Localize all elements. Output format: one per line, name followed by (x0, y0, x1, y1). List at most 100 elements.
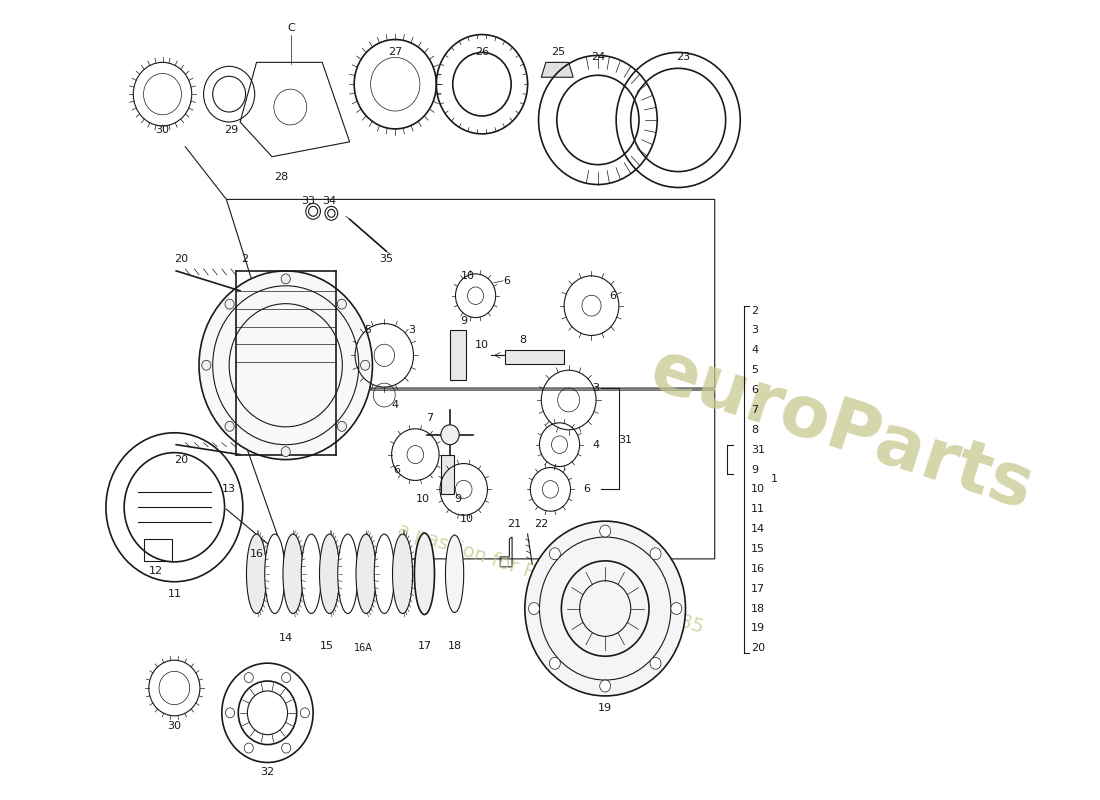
Circle shape (600, 680, 610, 692)
Text: 34: 34 (322, 196, 337, 206)
Bar (450, 330, 466, 380)
Text: 7: 7 (751, 405, 758, 415)
Text: 17: 17 (417, 642, 431, 651)
Ellipse shape (301, 534, 321, 614)
Ellipse shape (446, 535, 464, 613)
Text: 10: 10 (461, 271, 475, 281)
Bar (441, 454, 453, 494)
Text: 24: 24 (591, 52, 605, 62)
Ellipse shape (356, 534, 376, 614)
Text: 18: 18 (448, 642, 462, 651)
Circle shape (226, 299, 234, 309)
Text: 6: 6 (609, 290, 616, 301)
Text: a passion for Porsche since 1985: a passion for Porsche since 1985 (395, 520, 706, 638)
Text: 19: 19 (598, 703, 613, 713)
Text: 17: 17 (751, 584, 766, 594)
Text: 11: 11 (167, 589, 182, 598)
Ellipse shape (265, 534, 285, 614)
Text: 23: 23 (675, 52, 690, 62)
Text: 10: 10 (460, 514, 473, 524)
Text: 6: 6 (394, 465, 400, 474)
Text: 16: 16 (751, 564, 766, 574)
Text: 26: 26 (475, 47, 490, 58)
Ellipse shape (319, 534, 340, 614)
Circle shape (671, 602, 682, 614)
Circle shape (600, 525, 610, 537)
Text: 4: 4 (392, 400, 399, 410)
Circle shape (338, 422, 346, 431)
Text: 19: 19 (751, 623, 766, 634)
Text: 31: 31 (618, 434, 632, 445)
Text: 3: 3 (408, 326, 415, 335)
Circle shape (650, 658, 661, 670)
Text: 9: 9 (460, 315, 467, 326)
Circle shape (282, 274, 290, 284)
Text: 4: 4 (751, 346, 758, 355)
Bar (505, 350, 564, 364)
Text: 9: 9 (751, 465, 758, 474)
Circle shape (282, 446, 290, 457)
Text: 10: 10 (475, 340, 490, 350)
Text: 20: 20 (751, 643, 766, 654)
Text: 6: 6 (503, 276, 510, 286)
Text: 25: 25 (551, 47, 564, 58)
Circle shape (549, 548, 560, 560)
Text: 14: 14 (278, 634, 293, 643)
Circle shape (528, 602, 539, 614)
Ellipse shape (415, 533, 434, 614)
Text: 16A: 16A (354, 643, 373, 654)
Text: 3: 3 (751, 326, 758, 335)
Text: 8: 8 (519, 335, 527, 346)
Text: 30: 30 (155, 125, 169, 135)
Text: 6: 6 (583, 484, 591, 494)
Text: 12: 12 (150, 566, 163, 576)
Polygon shape (541, 62, 573, 78)
Ellipse shape (374, 534, 394, 614)
Text: 5: 5 (751, 366, 758, 375)
Text: 10: 10 (416, 494, 430, 504)
Text: 16: 16 (250, 549, 264, 559)
Text: 3: 3 (593, 383, 600, 393)
Text: 28: 28 (274, 171, 288, 182)
Circle shape (338, 299, 346, 309)
Text: 33: 33 (301, 196, 316, 206)
Text: 11: 11 (751, 504, 766, 514)
Text: euroParts: euroParts (641, 335, 1042, 524)
Ellipse shape (283, 534, 304, 614)
Text: 20: 20 (174, 254, 188, 264)
Text: 8: 8 (751, 425, 758, 434)
Text: 22: 22 (535, 519, 549, 529)
Text: 6: 6 (751, 385, 758, 395)
Text: 14: 14 (751, 524, 766, 534)
Text: 15: 15 (320, 642, 333, 651)
Text: 2: 2 (751, 306, 758, 316)
Circle shape (226, 422, 234, 431)
Ellipse shape (246, 534, 266, 614)
Text: 1: 1 (771, 474, 779, 485)
Text: 9: 9 (454, 494, 461, 504)
Circle shape (199, 271, 373, 459)
Circle shape (201, 360, 211, 370)
Circle shape (525, 521, 685, 696)
Text: 5: 5 (364, 326, 372, 335)
Bar (144, 539, 172, 561)
Text: 7: 7 (427, 413, 433, 423)
Text: 31: 31 (751, 445, 766, 454)
Text: 30: 30 (167, 721, 182, 730)
Text: C: C (287, 22, 295, 33)
Text: 35: 35 (379, 254, 393, 264)
Text: 32: 32 (261, 767, 275, 778)
Text: 10: 10 (751, 484, 766, 494)
Circle shape (361, 360, 370, 370)
Ellipse shape (393, 534, 412, 614)
Text: 4: 4 (593, 440, 600, 450)
Text: 2: 2 (241, 254, 249, 264)
Text: 15: 15 (751, 544, 766, 554)
Circle shape (549, 658, 560, 670)
Circle shape (650, 548, 661, 560)
Ellipse shape (338, 534, 358, 614)
Text: 13: 13 (222, 484, 236, 494)
Text: 18: 18 (751, 603, 766, 614)
Text: 20: 20 (174, 454, 188, 465)
Circle shape (441, 425, 459, 445)
